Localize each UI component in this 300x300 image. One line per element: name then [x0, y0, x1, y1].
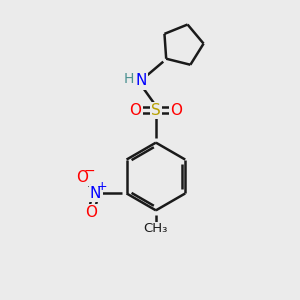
- Text: −: −: [83, 164, 95, 178]
- Text: N: N: [90, 186, 101, 201]
- Text: O: O: [85, 205, 97, 220]
- Text: O: O: [129, 103, 141, 118]
- Text: O: O: [170, 103, 182, 118]
- Text: +: +: [97, 180, 107, 193]
- Text: N: N: [136, 73, 147, 88]
- Text: O: O: [76, 170, 88, 185]
- Text: H: H: [124, 72, 134, 86]
- Text: CH₃: CH₃: [144, 222, 168, 236]
- Text: S: S: [151, 103, 161, 118]
